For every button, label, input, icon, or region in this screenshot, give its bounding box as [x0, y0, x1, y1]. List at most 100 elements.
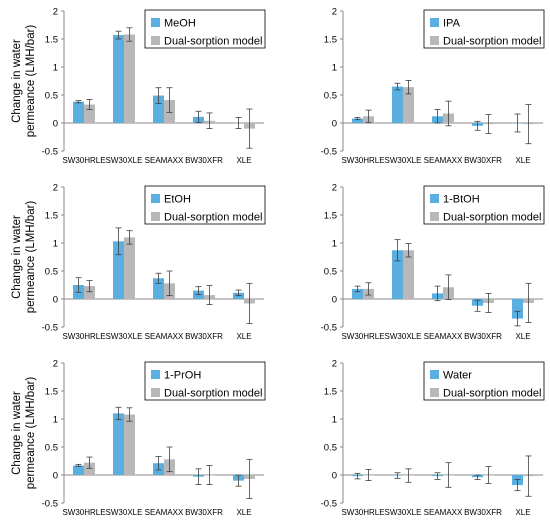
y-tick-label: 0	[53, 295, 58, 306]
legend-swatch-measured	[151, 194, 160, 203]
bar-model-sw30xle	[124, 414, 135, 475]
x-tick-label: SEAMAXX	[145, 508, 184, 517]
y-tick-label: 1.5	[324, 387, 337, 398]
legend-swatch-model	[151, 36, 160, 45]
x-tick-label: SW30HRLE	[341, 156, 384, 165]
y-tick-label: -0.5	[42, 499, 58, 510]
y-tick-label: 0	[332, 471, 337, 482]
x-tick-label: XLE	[236, 156, 251, 165]
legend-label-model: Dual-sorption model	[164, 388, 262, 400]
y-tick-label: 1	[53, 239, 58, 250]
x-tick-label: SW30XLE	[106, 156, 143, 165]
x-tick-label: XLE	[515, 156, 530, 165]
y-tick-label: 2	[53, 359, 58, 370]
x-tick-label: SW30XLE	[385, 332, 422, 341]
bar-measured-sw30hrle	[73, 465, 84, 475]
y-tick-label: 0	[53, 471, 58, 482]
bar-measured-xle	[512, 299, 523, 319]
x-tick-label: XLE	[236, 508, 251, 517]
x-tick-label: SW30HRLE	[62, 332, 105, 341]
y-tick-label: -0.5	[42, 147, 58, 158]
legend-box	[423, 185, 545, 225]
bar-measured-sw30hrle	[73, 101, 84, 123]
x-tick-label: SW30HRLE	[62, 508, 105, 517]
legend-swatch-model	[430, 388, 439, 397]
x-tick-label: SW30XLE	[385, 156, 422, 165]
y-tick-label: 2	[332, 359, 337, 370]
y-tick-label: 2	[332, 7, 337, 18]
legend-box	[144, 9, 266, 49]
legend-label-measured: EtOH	[164, 194, 191, 206]
chart-panel-top-left: 2 1.5 1 0.5 0 -0.5 Change in water permeance (L…	[11, 7, 266, 165]
x-tick-label: SEAMAXX	[145, 156, 184, 165]
y-tick-label: 1.5	[324, 211, 337, 222]
bar-model-sw30xle	[403, 87, 414, 123]
legend-label-measured: 1-PrOH	[164, 370, 201, 382]
legend-swatch-measured	[151, 370, 160, 379]
chart-panel-middle-left: 2 1.5 1 0.5 0 -0.5 Change in water permeance (L…	[11, 183, 266, 341]
legend-label-model: Dual-sorption model	[164, 212, 262, 224]
x-tick-label: SW30XLE	[385, 508, 422, 517]
x-tick-label: BW30XFR	[464, 332, 502, 341]
legend-label-model: Dual-sorption model	[443, 36, 541, 48]
x-tick-label: SW30HRLE	[62, 156, 105, 165]
legend-box	[144, 185, 266, 225]
y-axis-title-line1: Change in water	[11, 39, 23, 123]
bar-measured-seamaxx	[153, 95, 164, 123]
x-tick-label: SEAMAXX	[424, 332, 463, 341]
legend-label-model: Dual-sorption model	[443, 388, 541, 400]
bar-model-sw30xle	[124, 237, 135, 299]
legend-label-model: Dual-sorption model	[443, 212, 541, 224]
legend-label-measured: IPA	[443, 18, 461, 30]
x-tick-label: SW30HRLE	[341, 508, 384, 517]
x-tick-label: SW30HRLE	[341, 332, 384, 341]
bar-measured-sw30xle	[392, 250, 403, 299]
y-tick-label: -0.5	[42, 323, 58, 334]
bar-measured-sw30hrle	[352, 118, 363, 123]
y-tick-label: 0	[53, 119, 58, 130]
x-tick-label: XLE	[515, 332, 530, 341]
chart-panel-middle-right: 2 1.5 1 0.5 0 -0.5 SW30HRLE SW30XLE SEAMAXX BW30X…	[321, 183, 545, 341]
legend-label-measured: 1-BtOH	[443, 194, 480, 206]
y-axis-title-line2: permeance (LMH/bar)	[25, 377, 37, 490]
x-tick-label: BW30XFR	[464, 508, 502, 517]
chart-panel-bottom-left: 2 1.5 1 0.5 0 -0.5 Change in water permeance (L…	[11, 359, 266, 517]
y-tick-label: 0.5	[45, 267, 58, 278]
y-tick-label: 0.5	[324, 91, 337, 102]
y-axis-title-line2: permeance (LMH/bar)	[25, 25, 37, 138]
y-tick-label: 1	[332, 415, 337, 426]
bar-model-sw30hrle	[84, 286, 95, 299]
chart-panel-bottom-right: 2 1.5 1 0.5 0 -0.5 SW30HRLE SW30XLE SEAMAXX BW30X…	[321, 359, 545, 517]
y-axis-title-line1: Change in water	[11, 215, 23, 299]
x-tick-label: BW30XFR	[185, 332, 223, 341]
y-tick-label: 1.5	[45, 211, 58, 222]
y-tick-label: 2	[53, 7, 58, 18]
x-tick-label: XLE	[515, 508, 530, 517]
bar-measured-sw30hrle	[352, 288, 363, 299]
x-tick-label: SW30XLE	[106, 332, 143, 341]
y-tick-label: 2	[332, 183, 337, 194]
bar-model-sw30xle	[403, 250, 414, 299]
legend-swatch-model	[430, 36, 439, 45]
legend-swatch-measured	[430, 194, 439, 203]
bar-model-sw30xle	[124, 34, 135, 123]
bar-measured-seamaxx	[153, 278, 164, 299]
x-tick-label: SEAMAXX	[424, 508, 463, 517]
legend-swatch-model	[430, 212, 439, 221]
y-tick-label: 0	[332, 295, 337, 306]
y-tick-label: 1	[53, 63, 58, 74]
x-tick-label: SW30XLE	[106, 508, 143, 517]
y-tick-label: -0.5	[321, 147, 337, 158]
y-tick-label: 1	[332, 239, 337, 250]
bar-measured-sw30xle	[113, 35, 124, 123]
x-tick-label: BW30XFR	[464, 156, 502, 165]
y-tick-label: 1.5	[45, 387, 58, 398]
y-tick-label: 0	[332, 119, 337, 130]
y-tick-label: 1	[53, 415, 58, 426]
y-tick-label: 0.5	[324, 443, 337, 454]
y-tick-label: 1	[332, 63, 337, 74]
x-tick-label: SEAMAXX	[145, 332, 184, 341]
y-tick-label: 1.5	[45, 35, 58, 46]
y-tick-label: 0.5	[324, 267, 337, 278]
y-tick-label: -0.5	[321, 499, 337, 510]
